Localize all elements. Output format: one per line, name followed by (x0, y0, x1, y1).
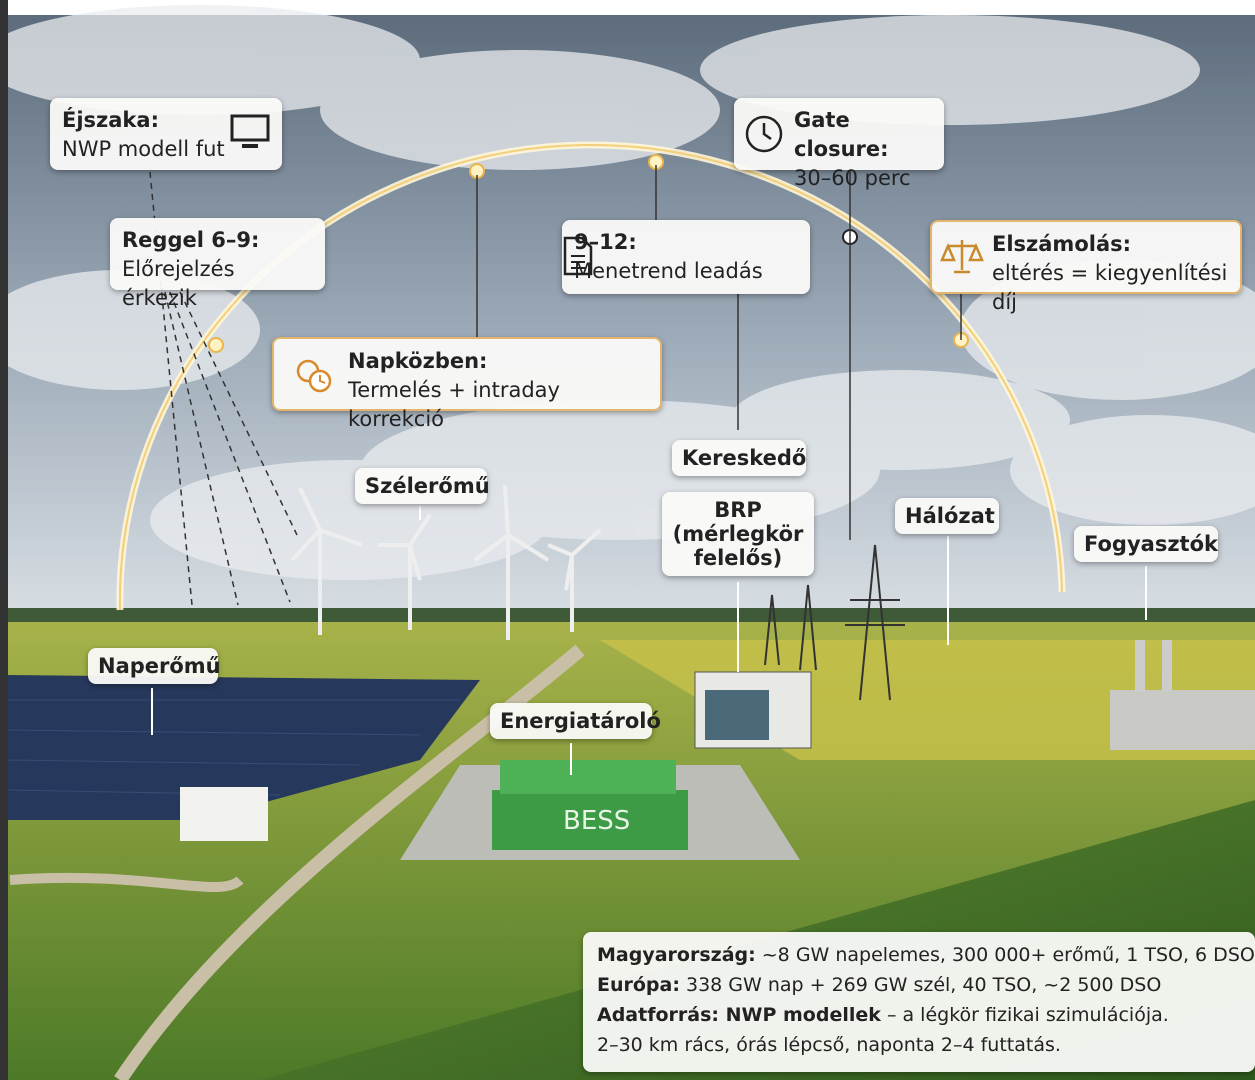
rect-shape (500, 760, 676, 794)
callout: Reggel 6–9:Előrejelzés érkezik (110, 218, 325, 290)
rect-shape (1110, 690, 1255, 750)
callout-text: Termelés + intraday korrekció (348, 378, 560, 431)
label: Szélerőmű (355, 468, 487, 504)
callout-text: Menetrend leadás (574, 259, 763, 283)
label: Energiatároló (490, 703, 652, 739)
callout: 9–12:Menetrend leadás (562, 220, 810, 294)
label: Hálózat (895, 498, 999, 534)
info-box: Magyarország: ~8 GW napelemes, 300 000+ … (583, 932, 1255, 1072)
rect-shape (8, 608, 1255, 622)
rect-shape (0, 0, 8, 1080)
info-bold: Adatforrás: NWP modellek (597, 1004, 881, 1026)
info-text: ~8 GW napelemes, 300 000+ erőmű, 1 TSO, … (762, 944, 1255, 966)
bess-label: BESS (563, 806, 630, 836)
callout-title: 9–12: (574, 228, 798, 257)
path-shape (942, 240, 982, 272)
callout-text: eltérés = kiegyenlítési díj (992, 261, 1227, 314)
label-line: felelős) (672, 546, 804, 570)
rect-shape (232, 116, 268, 140)
callout-title: Napközben: (348, 347, 648, 376)
callout: Napközben:Termelés + intraday korrekció (272, 337, 662, 411)
info-text: 2–30 km rács, órás lépcső, naponta 2–4 f… (597, 1034, 1061, 1056)
info-line: Adatforrás: NWP modellek – a légkör fizi… (597, 1000, 1241, 1030)
callout-title: Gate closure: (794, 106, 932, 164)
callout-text: Előrejelzés érkezik (122, 257, 235, 310)
callout-title: Reggel 6–9: (122, 226, 313, 255)
info-line: Európa: 338 GW nap + 269 GW szél, 40 TSO… (597, 970, 1241, 1000)
label-line: (mérlegkör (672, 522, 804, 546)
scale-icon (940, 236, 984, 276)
path-shape (571, 256, 585, 268)
info-line: Magyarország: ~8 GW napelemes, 300 000+ … (597, 940, 1241, 970)
label: Naperőmű (88, 648, 218, 684)
info-line: 2–30 km rács, órás lépcső, naponta 2–4 f… (597, 1030, 1241, 1060)
label: Fogyasztók (1074, 526, 1218, 562)
callout: Gate closure:30–60 perc (734, 98, 944, 170)
callout-title: Elszámolás: (992, 230, 1228, 259)
path-shape (764, 123, 771, 139)
sun-clock-icon (288, 351, 338, 397)
circle-shape (209, 338, 223, 352)
rect-shape (180, 787, 268, 841)
info-bold: Európa: (597, 974, 680, 996)
clock-icon (744, 114, 784, 154)
rect-shape (1135, 640, 1145, 692)
rect-shape (705, 690, 769, 740)
label: Kereskedő (672, 440, 806, 476)
ellipse-shape (150, 460, 550, 580)
info-bold: Magyarország: (597, 944, 756, 966)
monitor-icon (230, 114, 270, 152)
document-icon (562, 236, 594, 276)
callout: Éjszaka:NWP modell fut (50, 98, 282, 170)
info-text: 338 GW nap + 269 GW szél, 40 TSO, ~2 500… (686, 974, 1161, 996)
callout: Elszámolás:eltérés = kiegyenlítési díj (930, 220, 1242, 294)
rect-shape (1162, 640, 1172, 692)
callout-text: NWP modell fut (62, 137, 225, 161)
callout-text: 30–60 perc (794, 166, 911, 190)
info-text: – a légkör fizikai szimulációja. (887, 1004, 1169, 1026)
label-line: BRP (672, 498, 804, 522)
rect-shape (242, 144, 258, 148)
infographic: Éjszaka:NWP modell fut Reggel 6–9:Előrej… (0, 0, 1255, 1080)
